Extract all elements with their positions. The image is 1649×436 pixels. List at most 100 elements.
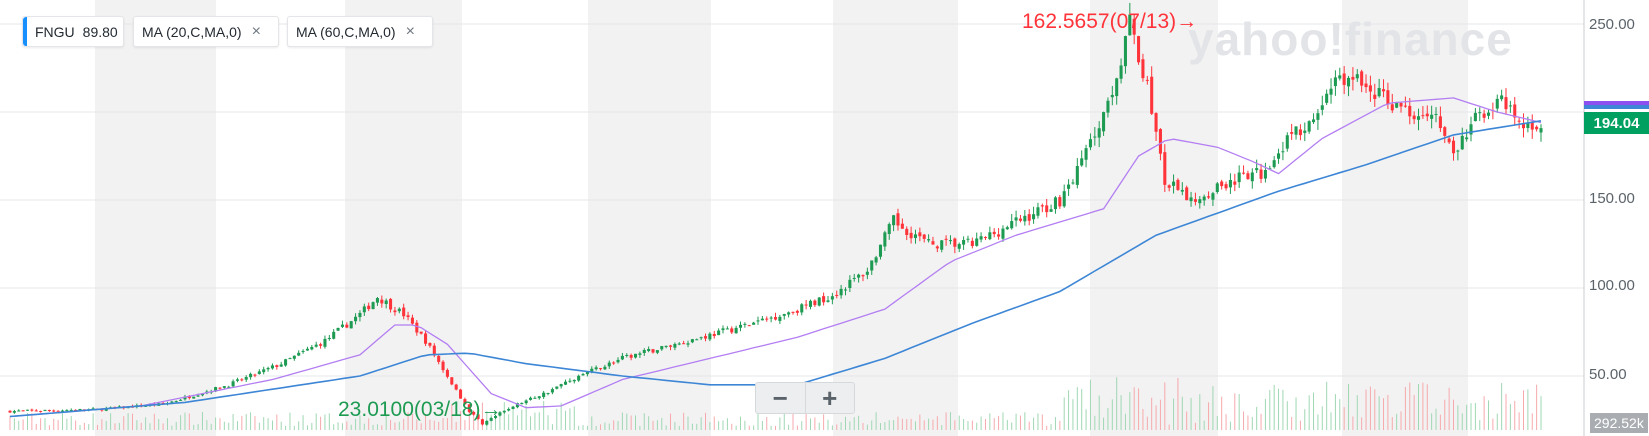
candle-body: [60, 410, 65, 412]
candle-body: [664, 345, 668, 347]
candle-body: [240, 379, 244, 381]
candle-body: [717, 330, 721, 336]
candle-body: [1373, 94, 1377, 99]
candle-body: [542, 392, 546, 397]
candle-body: [1360, 71, 1364, 86]
candle-body: [1329, 88, 1333, 95]
candle-body: [673, 343, 677, 348]
candle-body: [1228, 180, 1232, 188]
candle-body: [703, 336, 708, 339]
candle-body: [800, 304, 804, 313]
candle-body: [1032, 214, 1036, 220]
candle-body: [598, 368, 603, 370]
candle-body: [857, 274, 861, 278]
candle-body: [358, 312, 362, 318]
candle-body: [187, 396, 191, 399]
candle-body: [1482, 113, 1486, 118]
candle-body: [65, 410, 69, 412]
candle-body: [459, 389, 463, 399]
candle-body: [550, 389, 554, 393]
candle-body: [1403, 105, 1407, 107]
candle-body: [415, 322, 419, 333]
zoom-in-button[interactable]: +: [804, 383, 855, 413]
candle-body: [1088, 139, 1092, 148]
candle-body: [944, 238, 948, 240]
candle-body: [196, 395, 200, 397]
ticker-color-bar: [23, 17, 27, 46]
candle-body: [765, 318, 769, 320]
candle-body: [699, 337, 703, 339]
candle-body: [445, 369, 449, 377]
candle-body: [485, 420, 489, 425]
candle-body: [546, 392, 550, 394]
candle-body: [253, 374, 257, 376]
candle-body: [12, 411, 16, 413]
candle-body: [577, 375, 581, 381]
candle-body: [1443, 127, 1447, 136]
candle-body: [78, 408, 82, 411]
candle-body: [1408, 105, 1412, 117]
candle-body: [1093, 136, 1097, 138]
close-icon[interactable]: ×: [405, 22, 415, 40]
candle-body: [43, 409, 47, 411]
candle-body: [607, 362, 611, 367]
candle-body: [529, 397, 533, 400]
candle-body: [931, 241, 935, 245]
candle-body: [533, 397, 537, 399]
ma20-tag[interactable]: MA (20,C,MA,0) ×: [133, 16, 279, 47]
ticker-tag[interactable]: FNGU 89.80: [22, 16, 124, 47]
month-band: [1090, 0, 1218, 436]
month-band: [833, 0, 958, 436]
candle-body: [91, 408, 95, 410]
month-band: [588, 0, 711, 436]
candle-body: [568, 380, 572, 382]
candle-body: [1163, 152, 1167, 185]
candle-body: [668, 345, 673, 347]
ticker-label: FNGU: [35, 23, 75, 40]
zoom-out-button[interactable]: −: [772, 382, 788, 413]
candle-body: [1368, 85, 1372, 92]
candle-body: [476, 414, 480, 419]
ticker-value: 89.80: [82, 23, 118, 40]
candle-body: [695, 339, 699, 341]
candle-body: [1220, 181, 1224, 187]
candle-body: [1018, 218, 1022, 221]
ma20-line: [9, 97, 1542, 418]
candle-body: [419, 331, 423, 334]
candle-body: [791, 311, 795, 313]
close-icon[interactable]: ×: [251, 22, 261, 40]
candle-body: [1010, 221, 1014, 229]
candle-body: [349, 321, 353, 329]
candle-body: [1255, 168, 1259, 171]
candle-body: [975, 238, 979, 246]
candle-body: [441, 361, 445, 371]
candle-body: [948, 240, 953, 242]
candle-body: [428, 343, 432, 346]
candle-body: [1290, 132, 1294, 134]
candle-body: [1132, 18, 1136, 35]
candle-body: [1320, 105, 1324, 110]
candle-body: [778, 316, 782, 321]
candle-body: [489, 418, 493, 421]
candle-body: [1500, 95, 1504, 100]
candle-body: [1141, 59, 1145, 79]
candle-body: [1399, 102, 1403, 107]
candle-body: [1102, 112, 1106, 132]
candle-body: [865, 271, 869, 275]
candle-body: [962, 239, 966, 245]
candle-body: [1281, 151, 1285, 153]
candle-body: [1351, 76, 1355, 80]
candle-body: [725, 328, 729, 330]
candle-body: [585, 371, 589, 375]
candle-body: [375, 298, 379, 303]
candle-body: [1185, 187, 1189, 201]
candle-body: [1150, 76, 1154, 114]
candle-body: [74, 409, 78, 411]
candle-body: [822, 296, 826, 303]
candle-body: [520, 403, 524, 405]
candle-body: [1338, 75, 1342, 79]
candle-body: [410, 317, 414, 324]
candle-body: [612, 362, 616, 364]
ma60-tag[interactable]: MA (60,C,MA,0) ×: [287, 16, 433, 47]
